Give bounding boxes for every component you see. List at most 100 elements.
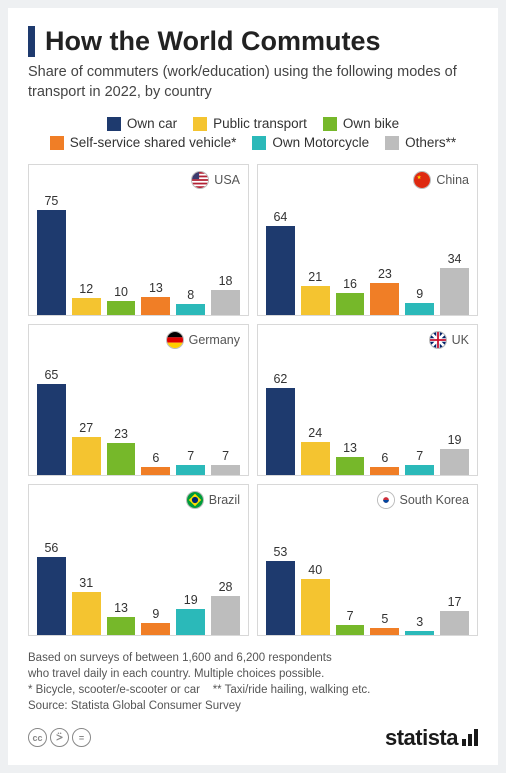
note-line: Based on surveys of between 1,600 and 6,… — [28, 650, 478, 666]
bar — [301, 579, 330, 635]
bar-value-label: 6 — [141, 451, 170, 465]
bar-value-label: 7 — [176, 449, 205, 463]
bar-wrap: 64 — [266, 210, 295, 316]
chart-panel: UK6224136719 — [257, 324, 478, 476]
legend-label: Others** — [405, 135, 456, 150]
bar — [370, 283, 399, 315]
bar-value-label: 27 — [72, 421, 101, 435]
legend-item: Own Motorcycle — [252, 135, 369, 150]
bar — [370, 628, 399, 635]
bar-value-label: 28 — [211, 580, 240, 594]
bars-container: 75121013818 — [37, 187, 240, 315]
bar-value-label: 21 — [301, 270, 330, 284]
legend-label: Public transport — [213, 116, 307, 131]
bar-value-label: 9 — [405, 287, 434, 301]
bar-value-label: 19 — [440, 433, 469, 447]
legend-swatch — [50, 136, 64, 150]
bar — [107, 301, 136, 315]
subtitle: Share of commuters (work/education) usin… — [28, 63, 478, 102]
bar-wrap: 18 — [211, 274, 240, 315]
bar-wrap: 9 — [141, 607, 170, 636]
bar-wrap: 62 — [266, 372, 295, 475]
bar-wrap: 17 — [440, 595, 469, 635]
bar-wrap: 19 — [440, 433, 469, 476]
by-icon: ⍩ — [50, 728, 69, 747]
country-name: USA — [214, 173, 240, 187]
svg-text:★: ★ — [417, 175, 422, 181]
chart-panel: Brazil56311391928 — [28, 484, 249, 636]
bar-value-label: 40 — [301, 563, 330, 577]
bar — [440, 611, 469, 635]
bar-wrap: 7 — [405, 449, 434, 475]
bar-wrap: 7 — [176, 449, 205, 475]
bar — [72, 592, 101, 635]
country-name: China — [436, 173, 469, 187]
bar — [370, 467, 399, 475]
bar — [336, 457, 365, 475]
bar-wrap: 7 — [336, 609, 365, 635]
bar-value-label: 65 — [37, 368, 66, 382]
chart-panel: ★China64211623934 — [257, 164, 478, 316]
bar-wrap: 75 — [37, 194, 66, 315]
bar-value-label: 62 — [266, 372, 295, 386]
bar-wrap: 21 — [301, 270, 330, 315]
country-name: Brazil — [209, 493, 240, 507]
infographic-card: How the World Commutes Share of commuter… — [8, 8, 498, 765]
bar-wrap: 23 — [370, 267, 399, 315]
bar-wrap: 9 — [405, 287, 434, 316]
bar-value-label: 9 — [141, 607, 170, 621]
bar-wrap: 23 — [107, 427, 136, 475]
bar-value-label: 8 — [176, 288, 205, 302]
bar — [405, 631, 434, 635]
bar-wrap: 7 — [211, 449, 240, 475]
bar-wrap: 5 — [370, 612, 399, 635]
note-line: Source: Statista Global Consumer Survey — [28, 698, 478, 714]
bar-wrap: 65 — [37, 368, 66, 475]
bar-value-label: 7 — [336, 609, 365, 623]
bar — [176, 609, 205, 636]
legend-label: Own bike — [343, 116, 399, 131]
bars-container: 64211623934 — [266, 187, 469, 315]
bar-wrap: 56 — [37, 541, 66, 635]
legend-swatch — [193, 117, 207, 131]
bar — [141, 297, 170, 315]
note-line: * Bicycle, scooter/e-scooter or car ** T… — [28, 682, 478, 698]
legend-label: Own Motorcycle — [272, 135, 369, 150]
bar-wrap: 53 — [266, 545, 295, 635]
bar-value-label: 13 — [336, 441, 365, 455]
brand-bars-icon — [462, 729, 478, 746]
legend-label: Own car — [127, 116, 177, 131]
bar-wrap: 31 — [72, 576, 101, 635]
bar-wrap: 12 — [72, 282, 101, 315]
legend-item: Own car — [107, 116, 177, 131]
legend-swatch — [107, 117, 121, 131]
bar-value-label: 7 — [405, 449, 434, 463]
bars-container: 652723677 — [37, 347, 240, 475]
bar — [301, 442, 330, 476]
bar-wrap: 27 — [72, 421, 101, 475]
bar-wrap: 19 — [176, 593, 205, 636]
country-name: Germany — [189, 333, 240, 347]
bar-wrap: 40 — [301, 563, 330, 635]
bar-wrap: 3 — [405, 615, 434, 635]
bar — [405, 465, 434, 475]
bar — [72, 298, 101, 315]
footer: cc ⍩ = statista — [28, 725, 478, 751]
bar — [301, 286, 330, 315]
bar — [37, 384, 66, 475]
bar-value-label: 5 — [370, 612, 399, 626]
bar-value-label: 53 — [266, 545, 295, 559]
bar — [107, 617, 136, 635]
bar-wrap: 8 — [176, 288, 205, 315]
bar-value-label: 12 — [72, 282, 101, 296]
legend-item: Others** — [385, 135, 456, 150]
bar-wrap: 6 — [370, 451, 399, 475]
bar-value-label: 64 — [266, 210, 295, 224]
bar — [266, 388, 295, 475]
bar-value-label: 31 — [72, 576, 101, 590]
bar — [141, 623, 170, 636]
brand-text: statista — [385, 725, 458, 751]
bar-value-label: 7 — [211, 449, 240, 463]
bar-value-label: 19 — [176, 593, 205, 607]
bar-wrap: 13 — [336, 441, 365, 475]
